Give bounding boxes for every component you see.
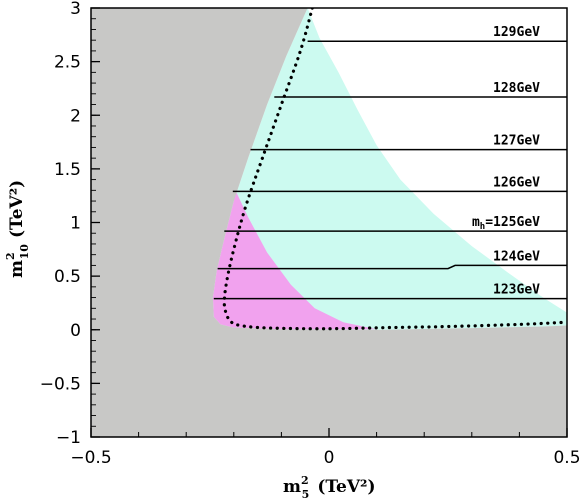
- x-tick-label-2: 0.5: [553, 448, 580, 468]
- allowed-region: [212, 8, 567, 330]
- mass-contour-labels: 129GeV 128GeV 127GeV 126GeV mh=125GeV 124GeV 1…: [472, 25, 540, 297]
- y-axis-unit: (TeV²): [7, 180, 27, 238]
- x-axis-ticks: −0.5 0 0.5: [70, 428, 581, 468]
- contour-label-6: 123GeV: [493, 283, 540, 298]
- y-tick-label-0: −1: [56, 428, 81, 448]
- y-axis-symbol: m: [7, 260, 27, 278]
- mass-contour-lines: [213, 40, 567, 300]
- x-tick-label-0: −0.5: [70, 448, 111, 468]
- contour-label-4: mh=125GeV: [472, 215, 540, 232]
- y-tick-label-7: 2.5: [54, 53, 81, 73]
- contour-line-5: [217, 264, 567, 270]
- x-tick-label-1: 0: [324, 448, 335, 468]
- x-axis-subscript: 5: [302, 488, 310, 498]
- y-tick-label-5: 1.5: [54, 160, 81, 180]
- contour-label-2: 127GeV: [493, 134, 540, 149]
- y-tick-label-4: 1: [70, 214, 81, 234]
- y-tick-label-8: 3: [70, 0, 81, 19]
- x-axis-superscript: 2: [301, 474, 309, 487]
- y-tick-label-1: −0.5: [40, 374, 81, 394]
- contour-label-1: 128GeV: [493, 81, 540, 96]
- y-tick-label-2: 0: [70, 321, 81, 341]
- x-axis-title: m2 5 (TeV²): [283, 474, 376, 498]
- dotted-boundary-line: [222, 8, 567, 331]
- contour-label-3: 126GeV: [493, 175, 540, 190]
- y-tick-label-3: 0.5: [54, 267, 81, 287]
- plot-area: [91, 8, 567, 437]
- x-axis-unit: (TeV²): [317, 477, 375, 497]
- y-tick-label-6: 2: [70, 106, 81, 126]
- excluded-region: [91, 8, 567, 437]
- x-axis-symbol: m: [283, 477, 301, 497]
- contour-label-0: 129GeV: [493, 25, 540, 40]
- y-axis-superscript: 2: [4, 252, 17, 260]
- y-axis-ticks: −1 −0.5 0 0.5 1 1.5 2 2.5 3: [40, 0, 100, 448]
- y-axis-subscript: 10: [18, 244, 31, 260]
- y-axis-title: m210 (TeV²): [4, 180, 31, 278]
- magenta-region: [212, 181, 377, 330]
- contour-label-5: 124GeV: [493, 249, 540, 264]
